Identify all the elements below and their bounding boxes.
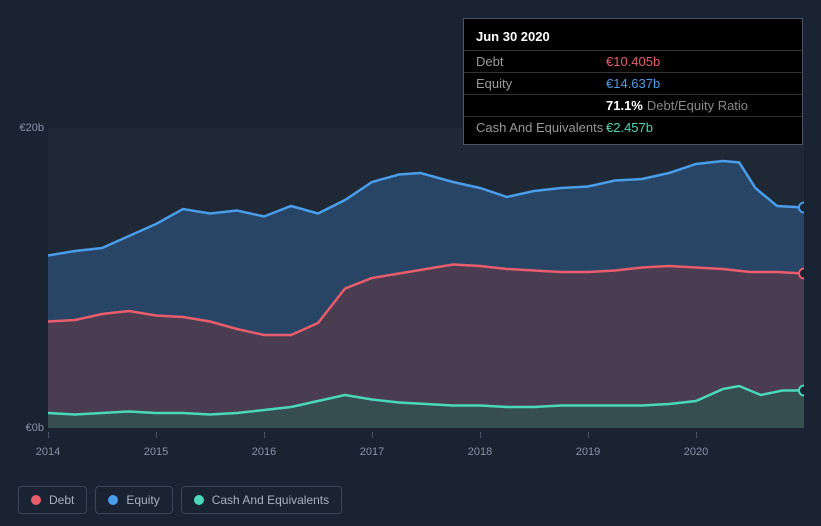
chart-svg (48, 128, 804, 428)
tooltip-label: Equity (476, 76, 606, 91)
x-tick (696, 432, 697, 438)
x-axis-label: 2016 (252, 446, 276, 458)
tooltip-label (476, 98, 606, 113)
x-axis: 2014201520162017201820192020 (48, 432, 804, 456)
x-tick (372, 432, 373, 438)
circle-icon (194, 495, 204, 505)
x-axis-label: 2017 (360, 446, 384, 458)
tooltip-value-debt: €10.405b (606, 54, 660, 69)
tooltip-row-equity: Equity €14.637b (464, 72, 802, 94)
x-tick (48, 432, 49, 438)
legend: Debt Equity Cash And Equivalents (18, 486, 342, 514)
x-tick (264, 432, 265, 438)
tooltip-label: Debt (476, 54, 606, 69)
tooltip-ratio-pct: 71.1% (606, 98, 643, 113)
x-tick (480, 432, 481, 438)
x-axis-label: 2018 (468, 446, 492, 458)
x-axis-label: 2020 (684, 446, 708, 458)
legend-label: Debt (49, 493, 74, 507)
legend-label: Equity (126, 493, 159, 507)
circle-icon (31, 495, 41, 505)
legend-item-equity[interactable]: Equity (95, 486, 172, 514)
area-chart[interactable]: €20b €0b 2014 2015 2016 2017 2018 2019 2020 (18, 120, 804, 476)
circle-icon (108, 495, 118, 505)
y-axis-label: €0b (26, 422, 44, 434)
tooltip-date: Jun 30 2020 (464, 25, 802, 50)
tooltip-row-cash: Cash And Equivalents €2.457b (464, 116, 802, 138)
x-tick (156, 432, 157, 438)
legend-item-debt[interactable]: Debt (18, 486, 87, 514)
tooltip-ratio-label: Debt/Equity Ratio (647, 98, 748, 113)
x-tick (588, 432, 589, 438)
legend-item-cash[interactable]: Cash And Equivalents (181, 486, 342, 514)
tooltip-value-equity: €14.637b (606, 76, 660, 91)
x-axis-label: 2014 (36, 446, 60, 458)
y-axis: €20b €0b (18, 120, 48, 438)
chart-tooltip: Jun 30 2020 Debt €10.405b Equity €14.637… (463, 18, 803, 145)
x-axis-label: 2019 (576, 446, 600, 458)
tooltip-row-ratio: 71.1% Debt/Equity Ratio (464, 94, 802, 116)
y-axis-label: €20b (20, 122, 44, 134)
plot-area[interactable] (48, 128, 804, 428)
tooltip-label: Cash And Equivalents (476, 120, 606, 135)
tooltip-value-cash: €2.457b (606, 120, 653, 135)
legend-label: Cash And Equivalents (212, 493, 329, 507)
x-axis-label: 2015 (144, 446, 168, 458)
tooltip-row-debt: Debt €10.405b (464, 50, 802, 72)
